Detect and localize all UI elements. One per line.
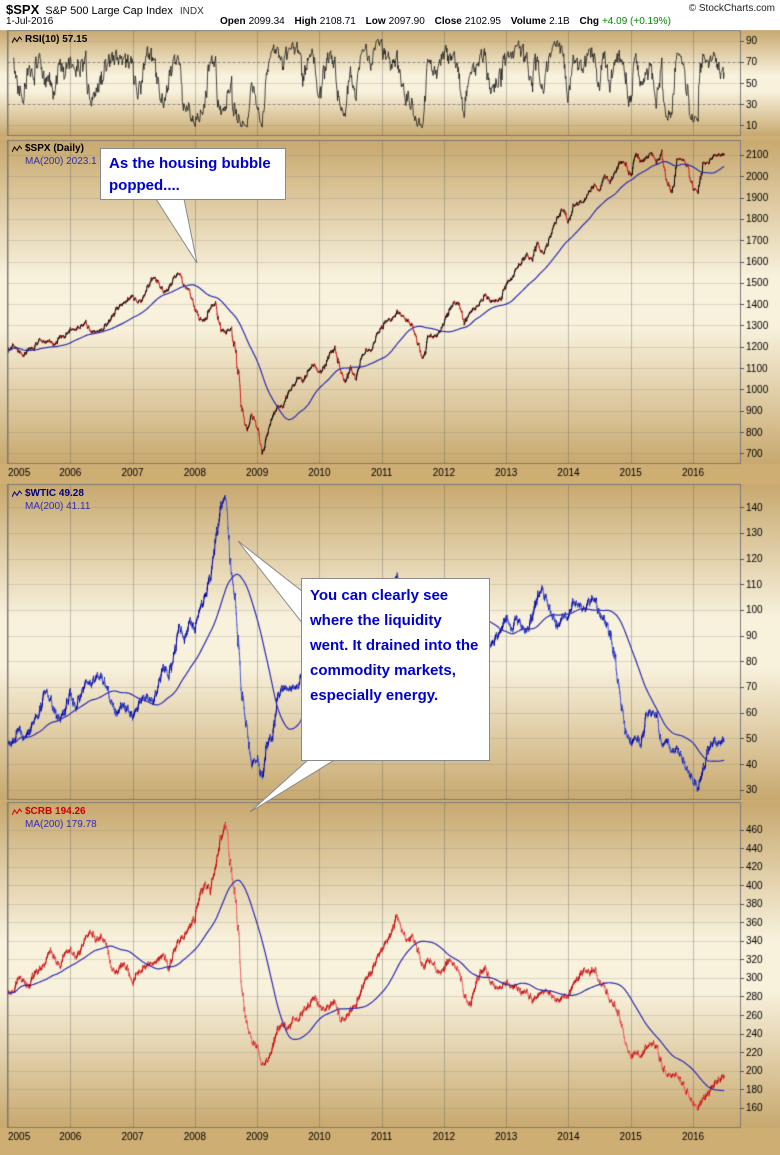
open-value: 2099.34 (248, 16, 285, 27)
rsi-legend-label: RSI(10) 57.15 (25, 34, 88, 45)
low-label: Low (365, 16, 386, 27)
high-label: High (294, 16, 317, 27)
annotation-liquidity: You can clearly see where the liquidity … (301, 578, 490, 761)
squiggle-icon (12, 144, 22, 152)
copyright-label: © StockCharts.com (688, 3, 775, 14)
chart-date: 1-Jul-2016 (6, 16, 54, 27)
open-label: Open (220, 16, 246, 27)
crb-legend-label: $CRB 194.26 (25, 806, 86, 817)
crb-legend-line: $CRB 194.26 (12, 805, 97, 818)
title-row: $SPX S&P 500 Large Cap Index INDX (6, 1, 204, 19)
close-label: Close (434, 16, 462, 27)
spx-legend-line: $SPX (Daily) (12, 142, 97, 155)
squiggle-icon (12, 35, 22, 43)
low-value: 2097.90 (388, 16, 425, 27)
wtic-legend-line: $WTIC 49.28 (12, 487, 90, 500)
spx-ma-label: MA(200) 2023.1 (25, 156, 97, 167)
annotation-housing-bubble: As the housing bubble popped.... (100, 148, 286, 200)
symbol-exchange: INDX (179, 6, 204, 17)
crb-legend: $CRB 194.26 MA(200) 179.78 (12, 805, 97, 831)
spx-legend: $SPX (Daily) MA(200) 2023.1 (12, 142, 97, 168)
chart-header: $SPX S&P 500 Large Cap Index INDX © StockC… (0, 0, 780, 30)
symbol-label: $SPX (6, 2, 40, 17)
wtic-ma-label: MA(200) 41.11 (25, 501, 91, 512)
volume-value: 2.1B (549, 16, 570, 27)
high-value: 2108.71 (319, 16, 356, 27)
volume-label: Volume (510, 16, 547, 27)
symbol-name: S&P 500 Large Cap Index (45, 5, 173, 17)
quote-strip: Open 2099.34 High 2108.71 Low 2097.90 Close… (213, 16, 671, 27)
squiggle-icon (12, 489, 22, 497)
chg-label: Chg (579, 16, 599, 27)
wtic-legend-label: $WTIC 49.28 (25, 488, 84, 499)
rsi-legend: RSI(10) 57.15 (12, 33, 87, 46)
squiggle-icon (12, 807, 22, 815)
wtic-legend: $WTIC 49.28 MA(200) 41.11 (12, 487, 90, 513)
rsi-legend-line: RSI(10) 57.15 (12, 33, 87, 46)
chg-value: +4.09 (+0.19%) (601, 16, 671, 27)
spx-legend-label: $SPX (Daily) (25, 143, 84, 154)
crb-ma-label: MA(200) 179.78 (25, 819, 97, 830)
close-value: 2102.95 (464, 16, 501, 27)
